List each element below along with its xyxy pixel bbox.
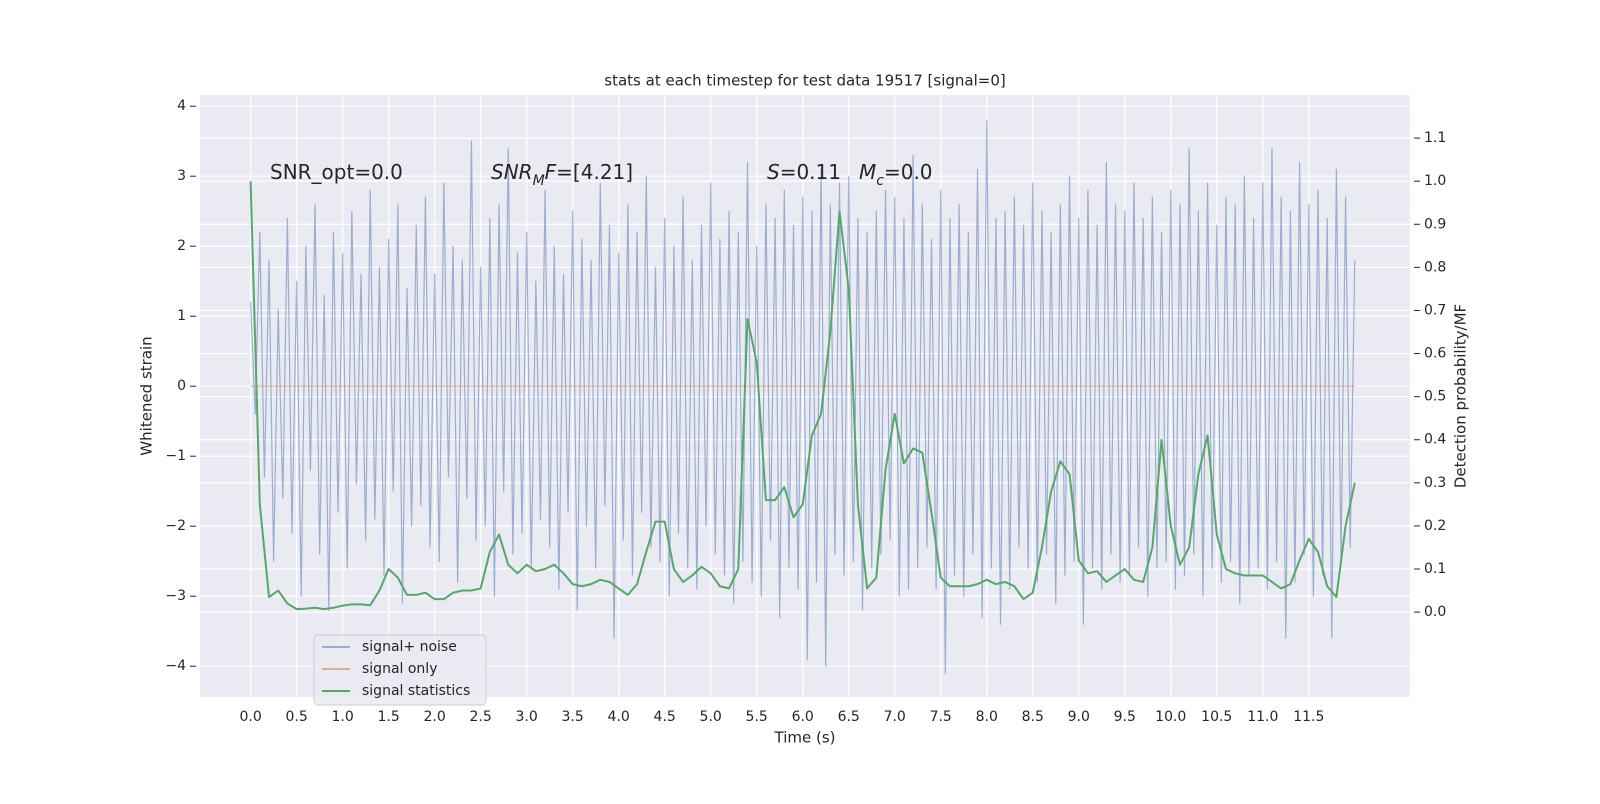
y2-tick-label: 0.8 (1424, 259, 1446, 275)
x-tick-label: 11.5 (1293, 709, 1324, 725)
annotation-part: =0.0 (884, 160, 933, 184)
x-tick-label: 10.5 (1201, 709, 1232, 725)
y-tick-label: 2 (177, 238, 186, 254)
y2-tick-label: 0.9 (1424, 216, 1446, 232)
y-tick-label: 4 (177, 98, 186, 114)
legend-label: signal statistics (362, 683, 470, 699)
y2-tick-label: 0.7 (1424, 302, 1446, 318)
x-tick-label: 5.5 (746, 709, 768, 725)
chart-title: stats at each timestep for test data 195… (604, 72, 1005, 90)
series-line (250, 119, 1356, 674)
x-tick-label: 8.0 (976, 709, 998, 725)
annotation-part: =0.11 (780, 160, 841, 184)
legend-label: signal+ noise (362, 639, 457, 655)
y2-tick-label: 1.1 (1424, 130, 1446, 146)
x-tick-label: 2.0 (424, 709, 446, 725)
y-tick-label: 0 (177, 378, 186, 394)
annotation: Mc=0.0 (859, 160, 933, 190)
x-tick-label: 4.5 (654, 709, 676, 725)
y-tick-label: −3 (165, 588, 186, 604)
x-tick-label: 0.0 (239, 709, 261, 725)
annotation-part: F (545, 160, 557, 184)
y-tick-label: −2 (165, 518, 186, 534)
y2-axis-label: Detection probability/MF (1452, 304, 1470, 488)
y-tick-label: 3 (177, 168, 186, 184)
series-line (249, 181, 1356, 611)
annotation-part: M (859, 160, 876, 184)
x-tick-label: 7.0 (884, 709, 906, 725)
annotation-part: =[4.21] (556, 160, 633, 184)
annotation: S=0.11 (767, 160, 841, 184)
x-tick-label: 6.0 (792, 709, 814, 725)
x-tick-label: 3.5 (562, 709, 584, 725)
x-tick-label: 9.0 (1068, 709, 1090, 725)
y2-tick-label: 1.0 (1424, 173, 1446, 189)
x-tick-label: 3.0 (516, 709, 538, 725)
legend-label: signal only (362, 661, 437, 677)
annotation: SNR_opt=0.0 (270, 160, 403, 184)
y2-tick-label: 0.2 (1424, 518, 1446, 534)
x-tick-label: 4.0 (608, 709, 630, 725)
y2-tick-label: 0.3 (1424, 475, 1446, 491)
x-tick-label: 5.0 (700, 709, 722, 725)
x-tick-label: 1.0 (331, 709, 353, 725)
annotation-part: S (767, 160, 780, 184)
x-tick-label: 1.5 (377, 709, 399, 725)
y2-tick-label: 0.6 (1424, 346, 1446, 362)
annotation-part: SNR_opt=0.0 (270, 160, 403, 184)
x-tick-label: 8.5 (1022, 709, 1044, 725)
annotation-part: c (876, 173, 884, 189)
y2-tick-label: 0.4 (1424, 432, 1446, 448)
x-tick-label: 9.5 (1114, 709, 1136, 725)
y-axis-label: Whitened strain (138, 336, 156, 455)
y-tick-label: 1 (177, 308, 186, 324)
legend-box (313, 634, 487, 706)
x-axis-label: Time (s) (774, 729, 836, 747)
annotation-part: SNR (491, 160, 533, 184)
y2-tick-label: 0.0 (1424, 604, 1446, 620)
x-tick-label: 6.5 (838, 709, 860, 725)
marks (249, 119, 1356, 674)
annotation-part: M (533, 173, 545, 189)
x-tick-label: 10.0 (1155, 709, 1186, 725)
labels: stats at each timestep for test data 195… (138, 72, 1470, 747)
y-tick-label: −1 (165, 448, 186, 464)
x-tick-label: 7.5 (930, 709, 952, 725)
x-tick-label: 2.5 (470, 709, 492, 725)
x-tick-label: 0.5 (285, 709, 307, 725)
y-tick-label: −4 (165, 658, 186, 674)
y2-tick-label: 0.1 (1424, 561, 1446, 577)
x-tick-label: 11.0 (1247, 709, 1278, 725)
y2-tick-label: 0.5 (1424, 389, 1446, 405)
annotation: SNRMF=[4.21] (491, 160, 633, 190)
